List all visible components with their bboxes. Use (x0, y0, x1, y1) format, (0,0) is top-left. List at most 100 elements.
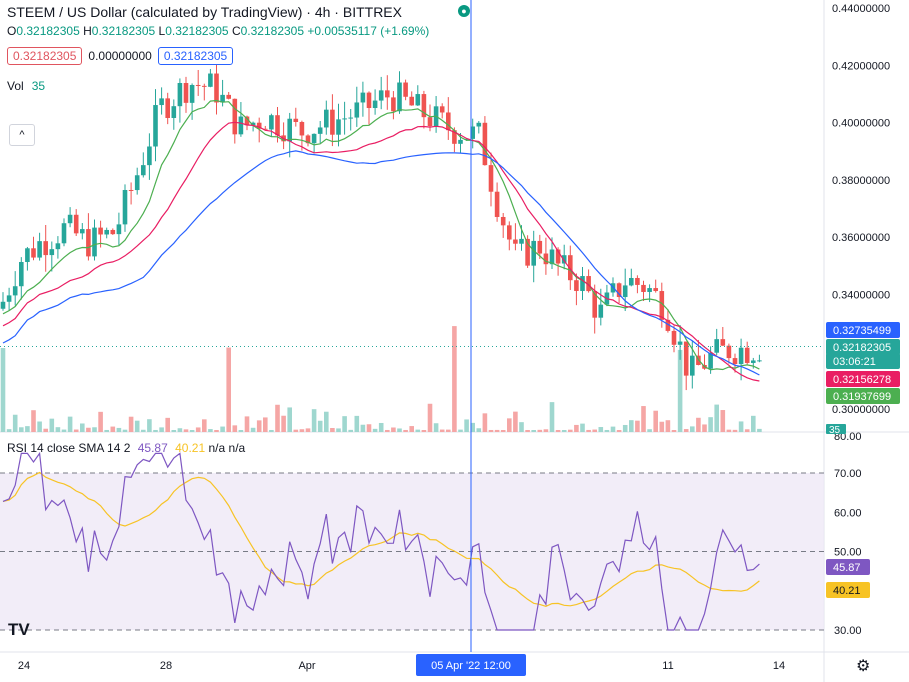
candle-body (256, 122, 262, 129)
collapse-legend-button[interactable]: ^ (9, 124, 35, 146)
candle-body (641, 284, 646, 292)
time-tick-label: 28 (160, 660, 172, 672)
volume-bar (269, 429, 274, 432)
candle-body (525, 238, 530, 266)
volume-bar (519, 422, 524, 432)
price-tick-label: 0.38000000 (832, 175, 890, 187)
candle-body (677, 341, 683, 345)
axes: 0.44000000 0.42000000 0.40000000 0.38000000… (18, 0, 890, 676)
candle-body (757, 360, 762, 362)
price-labels: 0.32735499 0.32182305 03:06:21 0.32156278 0.… (826, 322, 900, 598)
volume-bar (385, 429, 390, 432)
volume-bar (275, 404, 280, 432)
candle-body (31, 248, 36, 258)
volume-bar (683, 429, 689, 432)
volume-bar (464, 419, 469, 432)
close-value: 0.32182305 (240, 24, 305, 38)
volume-bar (55, 427, 61, 432)
candle-body (55, 243, 61, 250)
volume-bar (415, 429, 421, 432)
volume-bar (629, 420, 634, 432)
volume-bar (263, 417, 268, 432)
volume-bar (134, 420, 140, 432)
candle-body (738, 347, 744, 365)
ma-slow-line (2, 150, 760, 376)
price-tick-label: 0.36000000 (832, 232, 890, 244)
volume-bar (336, 428, 341, 432)
volume-bar (177, 428, 183, 432)
candle-body (244, 116, 250, 126)
candle-body (342, 118, 347, 120)
volume-bar (726, 429, 732, 432)
volume-bar (720, 410, 726, 432)
price-label-box (826, 322, 900, 338)
volume-bar (116, 427, 122, 432)
candle-body (543, 253, 549, 265)
candle-body (464, 138, 469, 140)
candle-body (568, 255, 573, 281)
volume-bar (317, 420, 323, 432)
candle-body (391, 97, 396, 112)
market-status-icon[interactable]: ● (458, 5, 470, 17)
gear-icon[interactable]: ⚙ (856, 658, 871, 675)
price-label-text: 0.32182305 (833, 342, 891, 354)
volume-bar (86, 427, 91, 432)
candle-body (439, 106, 445, 113)
candle-body (165, 98, 170, 118)
candle-body (378, 90, 384, 101)
volume-bar (513, 411, 518, 432)
volume-bar (128, 416, 134, 432)
candle-body (494, 191, 500, 217)
volume-bar (232, 425, 238, 432)
price-label-box (826, 353, 900, 369)
volume-bar (92, 427, 97, 432)
rsi-value: 45.87 (137, 441, 168, 455)
rsi-sma-line (2, 471, 760, 607)
volume-bar (202, 419, 207, 432)
volume-bar (360, 424, 366, 432)
rsi-tick-label: 50.00 (834, 547, 862, 559)
candle-body (751, 360, 756, 363)
candle-body (92, 227, 97, 257)
ma-mid-line (2, 121, 760, 382)
candle-body (171, 106, 177, 118)
candle-body (726, 345, 732, 359)
candle-body (403, 82, 408, 97)
candle-body (49, 249, 55, 256)
candle-body (372, 100, 378, 109)
candle-body (415, 94, 421, 106)
candle-body (647, 288, 652, 292)
volume-bar (531, 429, 536, 432)
candle-body (629, 277, 634, 286)
volume-bar (470, 422, 475, 432)
buy-button[interactable]: 0.32182305 (157, 47, 234, 65)
volume-bar (507, 418, 512, 432)
volume-bar (555, 429, 561, 432)
volume-bar (427, 403, 433, 432)
volume-label-box (826, 424, 846, 434)
candle-body (708, 352, 713, 369)
volume-bar (372, 428, 378, 432)
volume-bar (671, 429, 677, 432)
rsi-band (0, 473, 824, 630)
sell-button[interactable]: 0.32182305 (7, 47, 83, 65)
price-label-box (826, 339, 900, 355)
tradingview-logo-icon[interactable]: TV (8, 620, 30, 639)
volume-bar (580, 423, 585, 432)
volume-bar (568, 429, 573, 432)
candle-body (287, 118, 292, 142)
candle-body (159, 98, 164, 106)
candle-body (86, 229, 91, 257)
candle-body (116, 224, 122, 235)
volume-bar (287, 407, 292, 432)
volume-bar (281, 415, 286, 432)
volume-bar (354, 415, 360, 432)
candle-body (250, 122, 256, 126)
candle-body (470, 126, 475, 139)
volume-bar (439, 429, 445, 432)
candle-body (482, 122, 488, 166)
volume-bar (635, 420, 640, 432)
rsi-last-label: 45.87 (833, 562, 861, 574)
volume-bar (452, 326, 457, 432)
